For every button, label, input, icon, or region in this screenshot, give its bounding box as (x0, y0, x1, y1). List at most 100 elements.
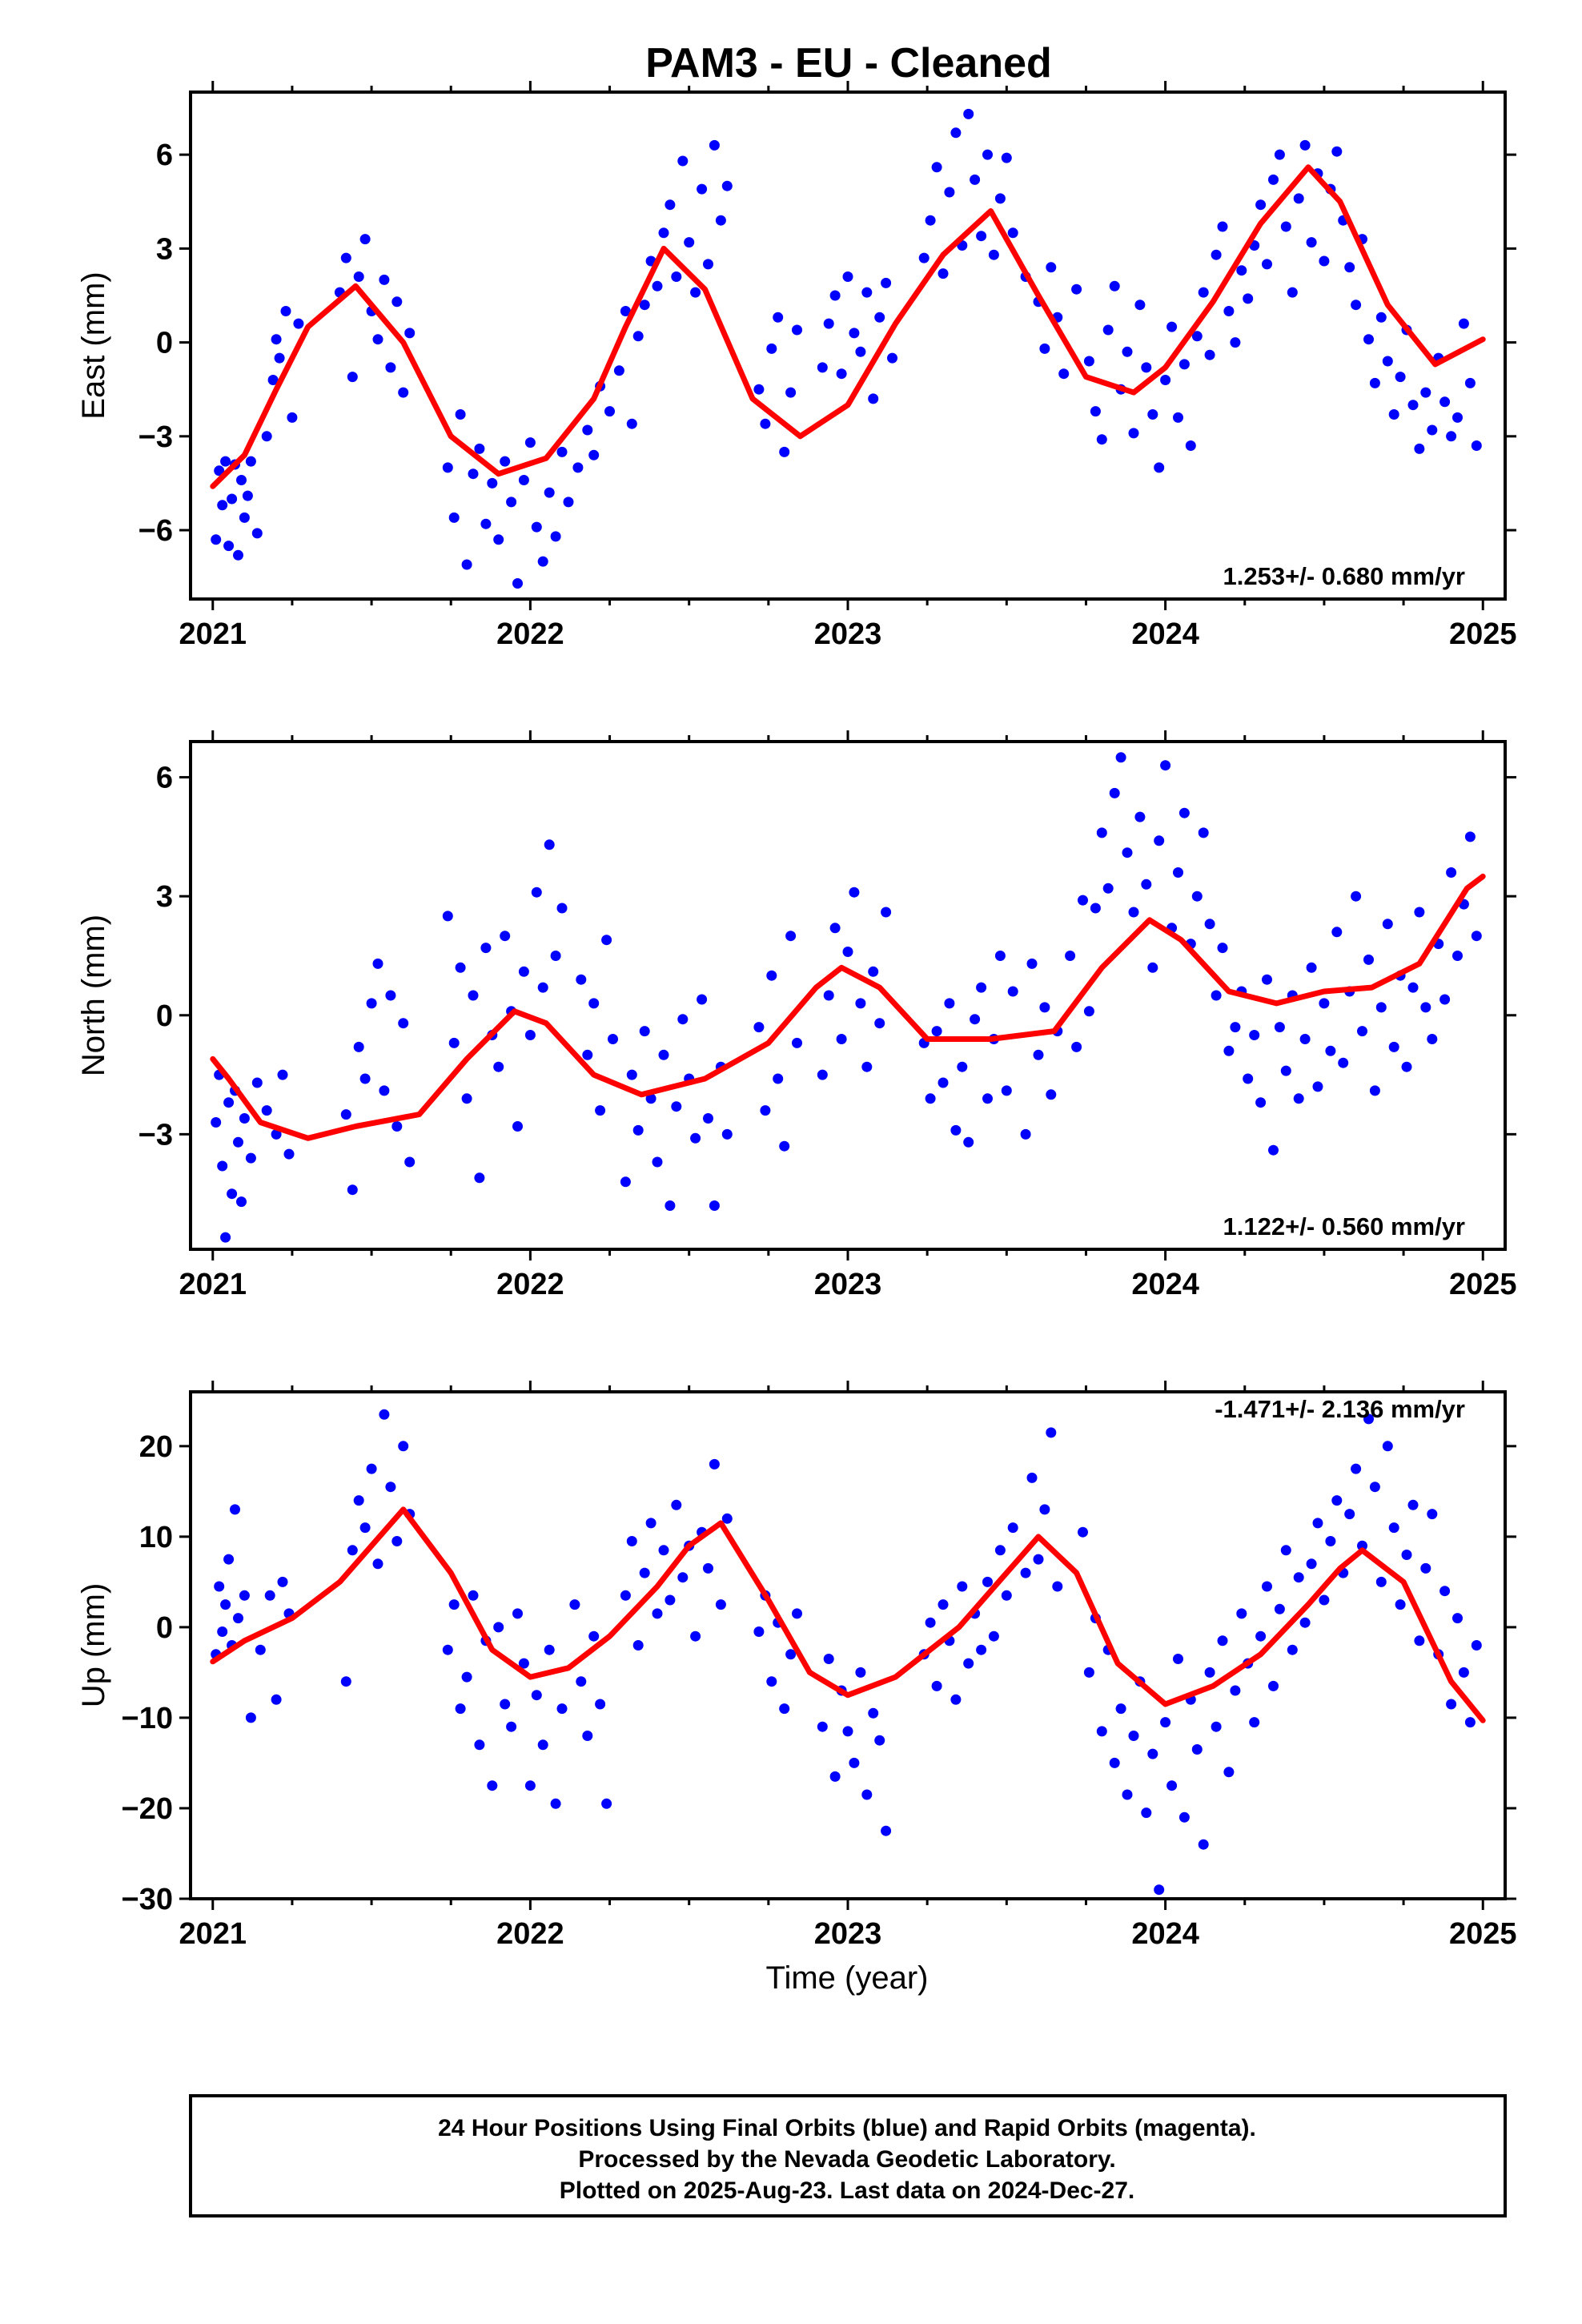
up-data-point (1039, 1504, 1050, 1515)
east-data-point (918, 252, 930, 263)
up-data-point (1083, 1667, 1094, 1678)
east-data-point (1262, 259, 1272, 270)
north-data-point (1122, 847, 1133, 858)
up-data-point (1262, 1581, 1272, 1592)
up-data-point (1191, 1744, 1203, 1755)
east-x-tick-label: 2025 (1449, 617, 1517, 651)
east-data-point (251, 528, 263, 539)
north-data-point (1338, 1057, 1349, 1068)
north-data-point (493, 1061, 504, 1072)
east-data-point (760, 418, 771, 429)
north-data-point (366, 998, 377, 1009)
up-data-point (690, 1630, 701, 1642)
east-data-point (970, 174, 981, 185)
north-data-point (1223, 1045, 1235, 1056)
up-data-point (1414, 1635, 1425, 1647)
north-data-point (455, 962, 466, 973)
east-data-point (512, 578, 523, 589)
footer-box (189, 2094, 1507, 2217)
north-data-point (1388, 1041, 1399, 1052)
up-data-point (753, 1626, 765, 1637)
north-data-point (1312, 1081, 1323, 1092)
north-data-point (868, 966, 879, 977)
north-data-point (595, 1105, 606, 1116)
north-model-curve (210, 873, 1486, 1141)
north-points (211, 752, 1482, 1243)
up-data-point (506, 1721, 517, 1732)
east-data-point (1236, 265, 1247, 276)
east-data-point (223, 541, 235, 552)
north-data-point (697, 994, 708, 1005)
up-data-point (340, 1676, 351, 1687)
north-data-point (785, 931, 797, 942)
up-data-point (442, 1644, 453, 1655)
north-data-point (1319, 998, 1330, 1009)
up-data-point (1363, 1413, 1374, 1425)
east-data-point (604, 406, 615, 417)
east-data-point (474, 443, 485, 454)
east-data-point (1128, 428, 1139, 439)
up-data-point (1357, 1540, 1367, 1551)
up-data-point (277, 1576, 288, 1587)
north-data-point (665, 1200, 676, 1211)
north-data-point (1331, 927, 1343, 938)
north-data-point (1191, 891, 1203, 902)
up-data-point (524, 1780, 536, 1791)
north-x-tick-label: 2024 (1131, 1268, 1199, 1301)
east-data-point (988, 249, 999, 260)
east-data-point (1331, 146, 1343, 157)
east-data-point (385, 362, 396, 373)
up-data-point (1007, 1522, 1018, 1534)
up-data-point (645, 1518, 656, 1529)
north-data-point (588, 998, 600, 1009)
east-data-point (347, 372, 358, 383)
east-data-point (1439, 396, 1451, 408)
north-data-point (461, 1093, 472, 1104)
east-data-point (677, 155, 689, 167)
up-x-tick-label: 2025 (1449, 1917, 1517, 1951)
east-data-point (817, 362, 828, 373)
north-data-point (1439, 994, 1451, 1005)
east-data-point (1471, 440, 1482, 451)
east-data-point (829, 290, 841, 301)
east-points (211, 108, 1482, 589)
east-data-point (537, 556, 548, 567)
east-data-point (721, 180, 733, 191)
chart-title: PAM3 - EU - Cleaned (645, 40, 1052, 86)
east-x-tick-label: 2023 (814, 617, 882, 651)
east-data-point (1299, 139, 1311, 151)
north-data-point (639, 1026, 650, 1037)
north-data-point (1001, 1085, 1012, 1096)
up-data-point (703, 1562, 713, 1574)
up-data-point (588, 1630, 600, 1642)
north-data-point (1065, 951, 1076, 961)
up-data-point (1178, 1811, 1190, 1823)
north-data-point (1325, 1045, 1336, 1056)
north-data-point (1382, 919, 1393, 930)
north-data-point (1173, 867, 1183, 878)
up-data-point (271, 1694, 282, 1705)
east-data-point (493, 534, 504, 545)
east-data-point (703, 259, 713, 270)
north-data-point (277, 1069, 288, 1080)
up-data-point (1141, 1807, 1152, 1819)
north-data-point (512, 1121, 523, 1132)
east-data-point (1464, 377, 1476, 388)
east-data-point (487, 477, 498, 489)
east-data-point (1039, 343, 1050, 354)
north-data-point (1147, 962, 1158, 973)
east-y-tick-label: −6 (139, 514, 173, 548)
up-data-point (976, 1644, 987, 1655)
up-data-point (1026, 1472, 1038, 1483)
up-data-point (1160, 1717, 1171, 1728)
up-data-point (1388, 1522, 1399, 1534)
up-y-tick-label: −30 (122, 1883, 173, 1916)
up-data-point (398, 1441, 409, 1452)
north-data-point (677, 1014, 689, 1025)
east-y-tick-label: 0 (156, 327, 173, 360)
north-data-point (976, 982, 987, 993)
up-data-point (652, 1608, 663, 1619)
north-data-point (1217, 943, 1228, 954)
north-data-point (1128, 907, 1139, 918)
up-data-point (372, 1558, 383, 1570)
